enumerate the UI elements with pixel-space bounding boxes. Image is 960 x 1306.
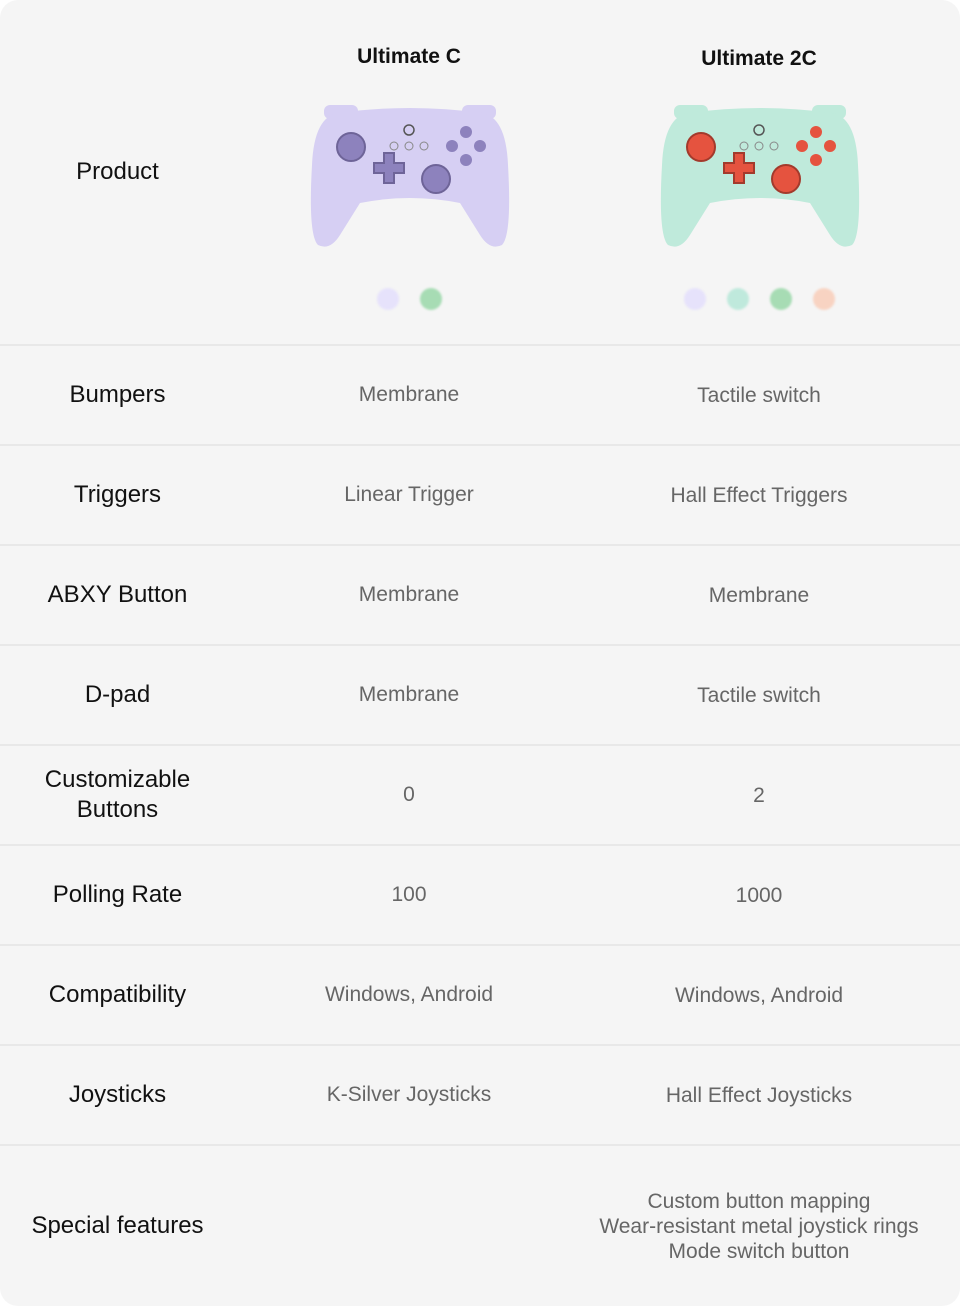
table-row: Compatibility Windows, Android Windows, An… xyxy=(0,944,960,1044)
table-row: Polling Rate 100 1000 xyxy=(0,844,960,944)
value-ultimate-2c: Tactile switch xyxy=(697,383,821,407)
table-row: Triggers Linear Trigger Hall Effect Trigge… xyxy=(0,444,960,544)
row-label: Bumpers xyxy=(69,381,166,408)
value-ultimate-c: 100 xyxy=(391,883,427,906)
feature-line: Mode switch button xyxy=(668,1239,850,1263)
feature-line: Custom button mapping xyxy=(647,1189,871,1213)
color-swatch[interactable] xyxy=(684,288,706,310)
color-swatch[interactable] xyxy=(420,288,442,310)
color-swatch[interactable] xyxy=(813,288,835,310)
table-row: Joysticks K-Silver Joysticks Hall Effect J… xyxy=(0,1044,960,1144)
table-row: Customizable Buttons 0 2 xyxy=(0,744,960,844)
product-row: Product Ultimate C Ultimate 2C xyxy=(0,0,960,344)
value-ultimate-c xyxy=(235,1146,583,1306)
color-swatch[interactable] xyxy=(770,288,792,310)
value-ultimate-2c: 1000 xyxy=(735,883,783,907)
row-label: Compatibility xyxy=(48,981,187,1008)
value-ultimate-2c: Hall Effect Joysticks xyxy=(665,1083,853,1107)
table-row: D-pad Membrane Tactile switch xyxy=(0,644,960,744)
value-ultimate-c: Membrane xyxy=(358,383,460,406)
table-row: ABXY Button Membrane Membrane xyxy=(0,544,960,644)
value-ultimate-2c: 2 xyxy=(753,783,765,807)
value-ultimate-2c: Custom button mapping Wear-resistant meta… xyxy=(583,1146,935,1306)
value-ultimate-c: Linear Trigger xyxy=(344,483,474,506)
value-ultimate-c: Membrane xyxy=(358,683,460,706)
row-label: Triggers xyxy=(73,481,162,508)
controller-image-ultimate-c xyxy=(310,105,510,247)
controller-image-ultimate-2c xyxy=(660,105,860,247)
row-label: Polling Rate xyxy=(52,881,183,908)
value-ultimate-c: Membrane xyxy=(358,583,460,606)
row-label: Joysticks xyxy=(68,1081,167,1108)
value-ultimate-c: K-Silver Joysticks xyxy=(326,1083,492,1106)
table-row: Special features Custom button mapping Wea… xyxy=(0,1144,960,1306)
row-label: Customizable Buttons xyxy=(44,766,191,823)
table-row: Bumpers Membrane Tactile switch xyxy=(0,344,960,444)
row-label: D-pad xyxy=(84,681,151,708)
row-label: Special features xyxy=(31,1212,204,1239)
color-swatch[interactable] xyxy=(727,288,749,310)
value-ultimate-c: Windows, Android xyxy=(324,983,494,1006)
row-label: ABXY Button xyxy=(47,581,188,608)
value-ultimate-2c: Tactile switch xyxy=(697,683,821,707)
row-label: Product xyxy=(76,158,159,185)
feature-line: Wear-resistant metal joystick rings xyxy=(599,1214,919,1238)
color-swatch[interactable] xyxy=(377,288,399,310)
value-ultimate-2c: Hall Effect Triggers xyxy=(670,483,848,507)
product-name-ultimate-2c: Ultimate 2C xyxy=(701,47,817,70)
value-ultimate-2c: Windows, Android xyxy=(674,983,844,1007)
value-ultimate-c: 0 xyxy=(403,783,415,806)
product-name-ultimate-c: Ultimate C xyxy=(357,45,461,68)
value-ultimate-2c: Membrane xyxy=(708,583,810,607)
